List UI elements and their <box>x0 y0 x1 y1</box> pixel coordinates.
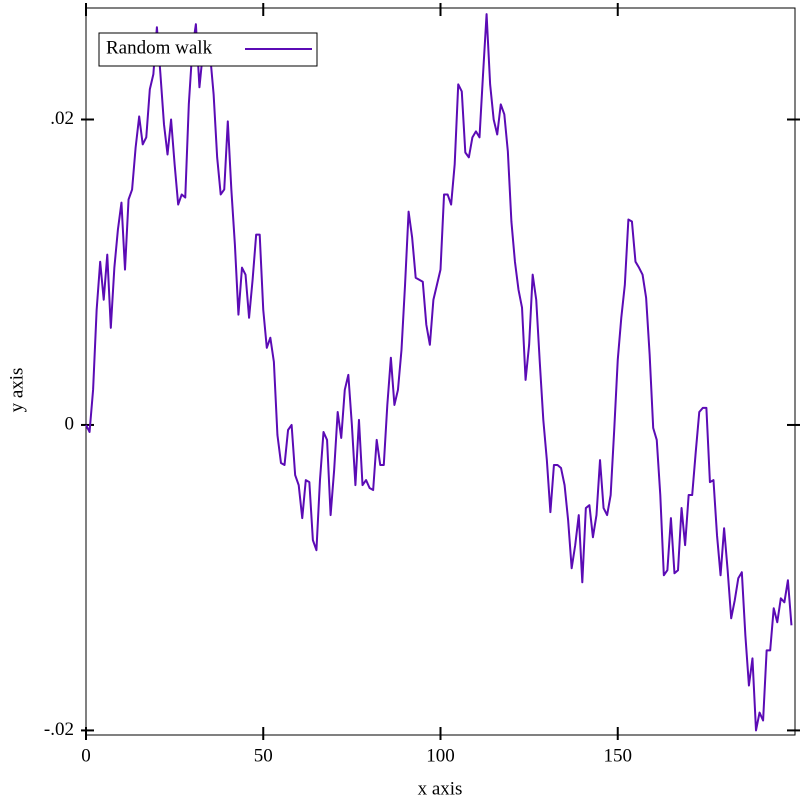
data-line <box>85 13 793 732</box>
x-tick-label: 150 <box>604 745 633 766</box>
y-tick-label: 0 <box>65 413 75 434</box>
plot-frame <box>85 7 796 736</box>
y-axis-label: y axis <box>6 368 27 413</box>
x-axis-label: x axis <box>418 778 463 799</box>
x-tick-label: 100 <box>426 745 455 766</box>
x-tick-label: 0 <box>81 745 91 766</box>
x-tick-label: 50 <box>254 745 273 766</box>
y-tick-label: .02 <box>50 108 74 129</box>
legend-label: Random walk <box>106 37 213 58</box>
y-tick-label: -.02 <box>44 719 74 740</box>
